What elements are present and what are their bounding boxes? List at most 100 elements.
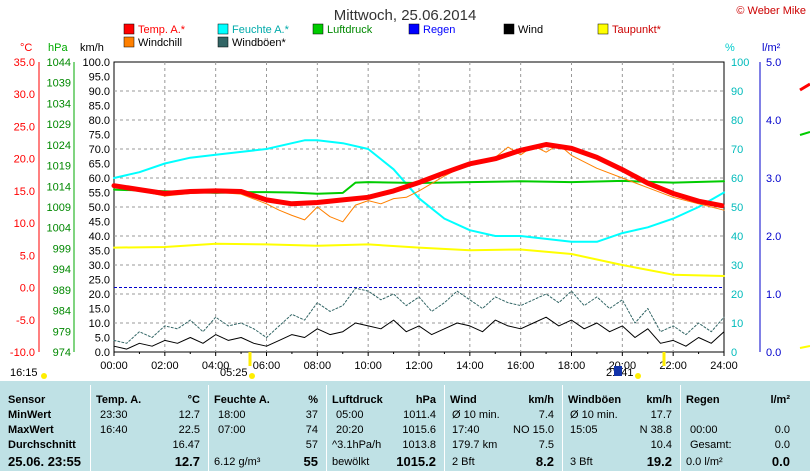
wind-tick-label: 90.0 xyxy=(89,86,110,98)
wind-tick-label: 5.0 xyxy=(95,333,110,345)
col-divider xyxy=(562,385,563,471)
col-divider xyxy=(680,385,681,471)
sunrise-marker xyxy=(41,373,47,379)
press-tick-label: 1039 xyxy=(47,78,71,90)
max-gust-value: N 38.8 xyxy=(639,424,672,436)
min-temp-value: 12.7 xyxy=(178,409,200,421)
press-axis-unit: hPa xyxy=(48,42,68,54)
wind-tick-label: 30.0 xyxy=(89,260,110,272)
avg-hum-value: 57 xyxy=(305,439,318,451)
header-temp-unit: °C xyxy=(187,394,200,406)
press-tick-label: 1034 xyxy=(47,98,71,110)
header-hum-unit: % xyxy=(308,394,318,406)
temp-tick-label: -10.0 xyxy=(10,347,35,359)
press-tick-label: 989 xyxy=(53,285,71,297)
header-rain: Regen xyxy=(686,394,720,406)
wind-tick-label: 10.0 xyxy=(89,318,110,330)
temp-axis-unit: °C xyxy=(20,42,32,54)
rain-axis-unit: l/m² xyxy=(762,42,781,54)
max-rain-time: 00:00 xyxy=(690,424,718,436)
header-rain-unit: l/m² xyxy=(770,394,790,406)
hum-tick-label: 10 xyxy=(731,318,743,330)
legend-swatch xyxy=(217,36,229,48)
avg-wind-value: 7.5 xyxy=(538,439,554,451)
x-tick-label: 12:00 xyxy=(405,360,433,372)
x-tick-label: 16:00 xyxy=(507,360,535,372)
min-hum-value: 37 xyxy=(305,409,318,421)
current-temp: 12.7 xyxy=(174,454,200,469)
max-wind-time: 17:40 xyxy=(452,424,480,436)
wind-beaufort: 2 Bft xyxy=(452,456,475,468)
press-tick-label: 999 xyxy=(53,243,71,255)
hum-tick-label: 80 xyxy=(731,115,743,127)
wind-tick-label: 80.0 xyxy=(89,115,110,127)
copyright-label: © Weber Mike xyxy=(736,5,806,17)
rain-tick-label: 1.0 xyxy=(766,289,781,301)
x-tick-label: 10:00 xyxy=(354,360,382,372)
series-windchill xyxy=(113,144,725,223)
marker-dot xyxy=(635,373,641,379)
temp-tick-label: 0.0 xyxy=(20,283,35,295)
legend-label: Wind xyxy=(518,24,543,36)
max-hum-time: 07:00 xyxy=(218,424,246,436)
legend-swatch xyxy=(217,23,229,35)
wind-tick-label: 95.0 xyxy=(89,72,110,84)
hum-tick-label: 100 xyxy=(731,57,749,69)
press-tick-label: 974 xyxy=(53,347,71,359)
press-tick-label: 1004 xyxy=(47,223,71,235)
col-divider xyxy=(208,385,209,471)
header-wind-unit: km/h xyxy=(528,394,554,406)
row-max-label: MaxWert xyxy=(8,424,54,436)
sunset-marker xyxy=(249,373,255,379)
press-tick-label: 1014 xyxy=(47,181,71,193)
series-feuchte-a xyxy=(113,139,725,243)
x-tick-label: 18:00 xyxy=(558,360,586,372)
hum-tick-label: 20 xyxy=(731,289,743,301)
min-press-value: 1011.4 xyxy=(403,409,436,421)
col-divider xyxy=(444,385,445,471)
legend-swatch xyxy=(123,23,135,35)
avg-press-value: 1013.8 xyxy=(402,439,436,451)
press-tick-label: 1029 xyxy=(47,119,71,131)
hum-tick-label: 90 xyxy=(731,86,743,98)
temp-tick-label: 5.0 xyxy=(20,250,35,262)
row-min-label: MinWert xyxy=(8,409,52,421)
legend-label: Regen xyxy=(423,24,455,36)
header-temp: Temp. A. xyxy=(96,394,142,406)
wind-tick-label: 65.0 xyxy=(89,159,110,171)
temp-tick-label: 20.0 xyxy=(14,154,35,166)
legend-swatch xyxy=(597,23,609,35)
hum-tick-label: 60 xyxy=(731,173,743,185)
press-trend: ^3.1hPa/h xyxy=(332,439,382,451)
col-divider xyxy=(326,385,327,471)
row-avg-label: Durchschnitt xyxy=(8,439,76,451)
press-tick-label: 1009 xyxy=(47,202,71,214)
legend-swatch xyxy=(408,23,420,35)
temp-tick-label: 25.0 xyxy=(14,121,35,133)
rain-tick-label: 0.0 xyxy=(766,347,781,359)
min-wind-value: 7.4 xyxy=(538,409,554,421)
header-gust: Windböen xyxy=(568,394,622,406)
min-press-time: 05:00 xyxy=(336,409,364,421)
header-gust-unit: km/h xyxy=(646,394,672,406)
temp-tick-label: 35.0 xyxy=(14,57,35,69)
wind-tick-label: 50.0 xyxy=(89,202,110,214)
temp-tick-label: 15.0 xyxy=(14,186,35,198)
rain-tick-label: 3.0 xyxy=(766,173,781,185)
legend-label: Temp. A.* xyxy=(138,24,186,36)
press-tick-label: 1019 xyxy=(47,161,71,173)
moon-marker xyxy=(614,366,622,376)
header-sensor: Sensor xyxy=(8,394,46,406)
absolute-humidity: 6.12 g/m³ xyxy=(214,456,261,468)
wind-tick-label: 40.0 xyxy=(89,231,110,243)
max-press-time: 20:20 xyxy=(336,424,364,436)
offscreen-dew-fragment xyxy=(799,345,810,349)
x-tick-label: 00:00 xyxy=(100,360,128,372)
press-tick-label: 979 xyxy=(53,326,71,338)
temp-tick-label: 10.0 xyxy=(14,218,35,230)
wind-tick-label: 25.0 xyxy=(89,275,110,287)
wind-tick-label: 55.0 xyxy=(89,188,110,200)
header-press-unit: hPa xyxy=(415,394,436,406)
rain-total-label: Gesamt: xyxy=(690,439,732,451)
legend-label: Taupunkt* xyxy=(612,24,662,36)
